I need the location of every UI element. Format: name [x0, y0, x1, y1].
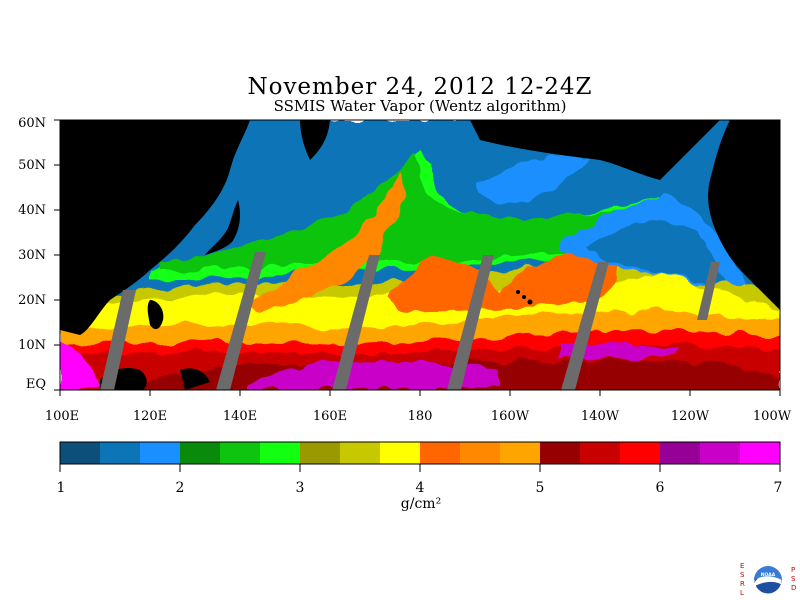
colorbar-swatch — [580, 442, 621, 464]
lon-label-140w: 140W — [580, 409, 620, 424]
lat-label-eq: EQ — [25, 377, 46, 392]
map-subtitle: SSMIS Water Vapor (Wentz algorithm) — [273, 97, 567, 115]
svg-text:E: E — [740, 562, 744, 570]
colorbar-swatch — [140, 442, 181, 464]
colorbar-ticks — [59, 464, 781, 472]
colorbar-swatch — [260, 442, 301, 464]
lon-label-100e: 100E — [44, 409, 80, 424]
colorbar-swatch — [300, 442, 341, 464]
svg-text:S: S — [791, 575, 796, 583]
colorbar-swatch — [180, 442, 221, 464]
colorbar-swatch — [620, 442, 661, 464]
map-title: November 24, 2012 12-24Z — [247, 74, 593, 100]
lat-label-40n: 40N — [18, 203, 46, 218]
colorbar-label-7: 7 — [773, 480, 783, 496]
colorbar-label-6: 6 — [655, 480, 665, 496]
colorbar-swatch — [100, 442, 141, 464]
land — [60, 120, 780, 390]
svg-text:R: R — [740, 580, 745, 588]
lon-label-160e: 160E — [312, 409, 348, 424]
colorbar-swatch — [340, 442, 381, 464]
lon-label-100w: 100W — [752, 409, 792, 424]
colorbar-swatch — [660, 442, 701, 464]
colorbar-label-5: 5 — [535, 480, 545, 496]
colorbar-unit: g/cm² — [400, 496, 442, 512]
svg-text:NOAA: NOAA — [761, 572, 776, 578]
lon-ticks — [59, 390, 781, 396]
lon-label-120w: 120W — [670, 409, 710, 424]
svg-text:S: S — [740, 571, 745, 579]
lat-label-50n: 50N — [18, 158, 46, 173]
lon-label-120e: 120E — [132, 409, 168, 424]
colorbar-label-2: 2 — [175, 480, 185, 496]
map-field — [60, 120, 780, 390]
colorbar-swatch — [700, 442, 741, 464]
colorbar-label-4: 4 — [415, 480, 425, 496]
colorbar-swatch — [220, 442, 261, 464]
svg-text:P: P — [791, 566, 795, 574]
lat-ticks — [54, 119, 60, 391]
colorbar-label-3: 3 — [295, 480, 305, 496]
colorbar-swatch — [540, 442, 581, 464]
colorbar-swatch — [60, 442, 101, 464]
lat-label-20n: 20N — [18, 293, 46, 308]
lon-label-140e: 140E — [222, 409, 258, 424]
svg-text:D: D — [791, 584, 796, 592]
lon-label-180: 180 — [407, 409, 433, 424]
colorbar — [60, 442, 781, 464]
lat-label-10n: 10N — [18, 338, 46, 353]
svg-text:L: L — [740, 589, 744, 597]
colorbar-swatch — [460, 442, 501, 464]
missing-data-swaths — [100, 252, 720, 390]
lon-label-160w: 160W — [490, 409, 530, 424]
colorbar-swatch — [380, 442, 421, 464]
colorbar-swatch — [740, 442, 781, 464]
colorbar-swatch — [420, 442, 461, 464]
colorbar-label-1: 1 — [56, 480, 66, 496]
lat-label-60n: 60N — [18, 116, 46, 131]
lat-label-30n: 30N — [18, 248, 46, 263]
colorbar-swatch — [500, 442, 541, 464]
